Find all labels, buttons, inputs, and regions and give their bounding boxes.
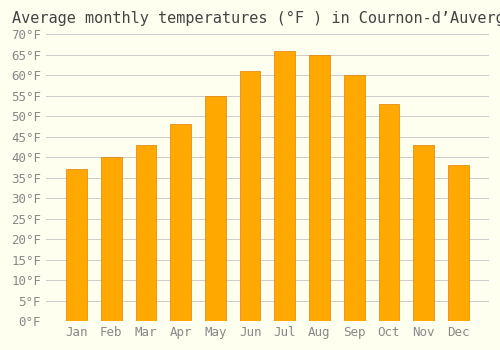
Bar [274,51,295,321]
Title: Average monthly temperatures (°F ) in Cournon-d’Auvergne: Average monthly temperatures (°F ) in Co… [12,11,500,26]
Bar [378,104,400,321]
Bar [66,169,87,321]
Bar [344,75,364,321]
Bar [101,157,121,321]
Bar [448,165,469,321]
Bar [170,124,191,321]
Bar [309,55,330,321]
Bar [413,145,434,321]
Bar [136,145,156,321]
Bar [240,71,260,321]
Bar [205,96,226,321]
